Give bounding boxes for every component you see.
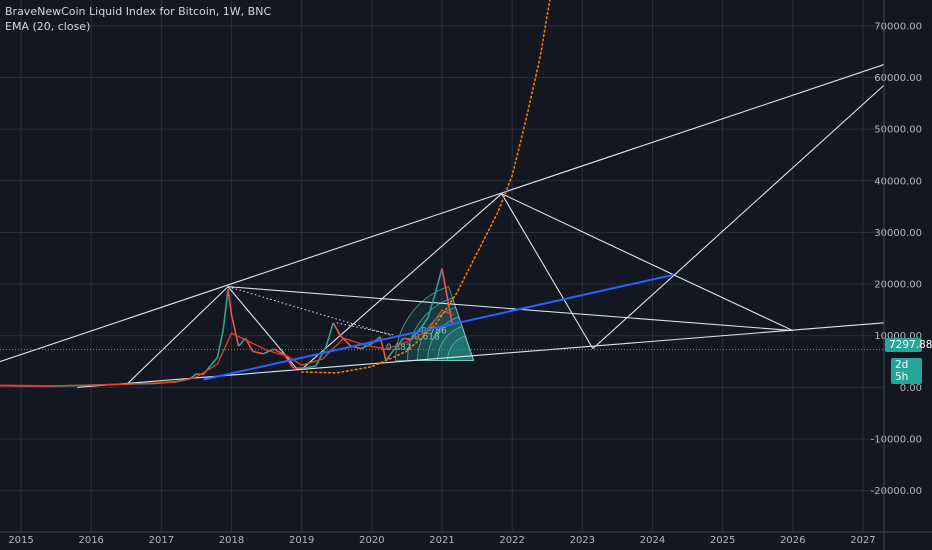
price-segment <box>227 289 233 316</box>
dotted-trendline <box>336 322 393 336</box>
price-segment <box>209 356 219 367</box>
price-segment <box>293 366 302 370</box>
price-segment <box>420 317 429 329</box>
price-segment <box>409 327 422 340</box>
indicator-label: EMA (20, close) <box>5 20 91 33</box>
fib-label: 0.786 <box>421 327 447 337</box>
price-segment <box>441 268 454 326</box>
price-segment <box>273 348 285 356</box>
fib-arc <box>395 285 475 361</box>
y-tick-label: 50000.00 <box>874 125 922 136</box>
y-tick-label: 20000.00 <box>874 280 922 291</box>
x-tick-label: 2027 <box>850 535 875 546</box>
price-segment <box>385 350 394 362</box>
price-segment <box>301 365 316 370</box>
x-tick-label: 2016 <box>78 535 103 546</box>
y-tick-label: 70000.00 <box>874 21 922 32</box>
chart-legend: BraveNewCoin Liquid Index for Bitcoin, 1… <box>5 4 271 34</box>
x-tick-label: 2025 <box>710 535 735 546</box>
trendline <box>77 322 885 388</box>
y-tick-label: 40000.00 <box>874 176 922 187</box>
price-segment <box>339 335 352 347</box>
fib-arc <box>417 306 475 361</box>
price-segment <box>434 268 443 295</box>
price-segment <box>216 330 224 358</box>
y-tick-label: 30000.00 <box>874 228 922 239</box>
trendline <box>592 84 885 350</box>
parabolic-curve <box>300 0 551 374</box>
last-price-badge: 7297.88 <box>885 338 932 352</box>
price-segment <box>427 294 436 318</box>
trendline <box>301 193 502 370</box>
price-segment <box>360 342 373 350</box>
chart-title: BraveNewCoin Liquid Index for Bitcoin, 1… <box>5 5 272 18</box>
dotted-trendline <box>227 286 394 337</box>
price-segment <box>262 348 274 355</box>
y-tick-label: -20000.00 <box>871 486 922 497</box>
price-segment <box>403 337 411 341</box>
blue-trendline <box>203 273 674 381</box>
x-tick-label: 2023 <box>570 535 595 546</box>
x-tick-label: 2017 <box>149 535 174 546</box>
x-tick-label: 2019 <box>289 535 314 546</box>
price-segment <box>252 350 264 355</box>
trendline <box>501 193 594 349</box>
x-tick-label: 2020 <box>359 535 384 546</box>
price-series <box>0 0 674 387</box>
price-segment <box>222 289 229 331</box>
fib-label: 0.382 <box>386 343 412 353</box>
trendline <box>0 64 885 363</box>
fib-label: 0.618 <box>414 332 440 342</box>
x-tick-label: 2015 <box>8 535 33 546</box>
price-segment <box>230 314 236 331</box>
x-tick-label: 2021 <box>429 535 454 546</box>
price-segment <box>234 330 240 347</box>
trendline <box>227 286 793 332</box>
y-tick-label: -10000.00 <box>871 435 922 446</box>
y-tick-label: 60000.00 <box>874 73 922 84</box>
price-segment <box>325 322 335 347</box>
ema-line <box>0 309 453 387</box>
price-segment <box>332 322 341 337</box>
trendline <box>125 286 229 386</box>
x-tick-label: 2026 <box>780 535 805 546</box>
x-tick-label: 2024 <box>640 535 665 546</box>
countdown-badge: 2d 5h <box>891 358 922 384</box>
fib-arc <box>447 335 475 361</box>
trendline <box>501 193 674 276</box>
price-segment <box>315 345 327 367</box>
y-tick-label: 10000.00 <box>874 331 922 342</box>
trendline <box>673 274 794 332</box>
fib-arc <box>437 325 475 361</box>
x-tick-label: 2022 <box>499 535 524 546</box>
x-tick-label: 2018 <box>219 535 244 546</box>
y-tick-label: 0.00 <box>900 383 922 394</box>
